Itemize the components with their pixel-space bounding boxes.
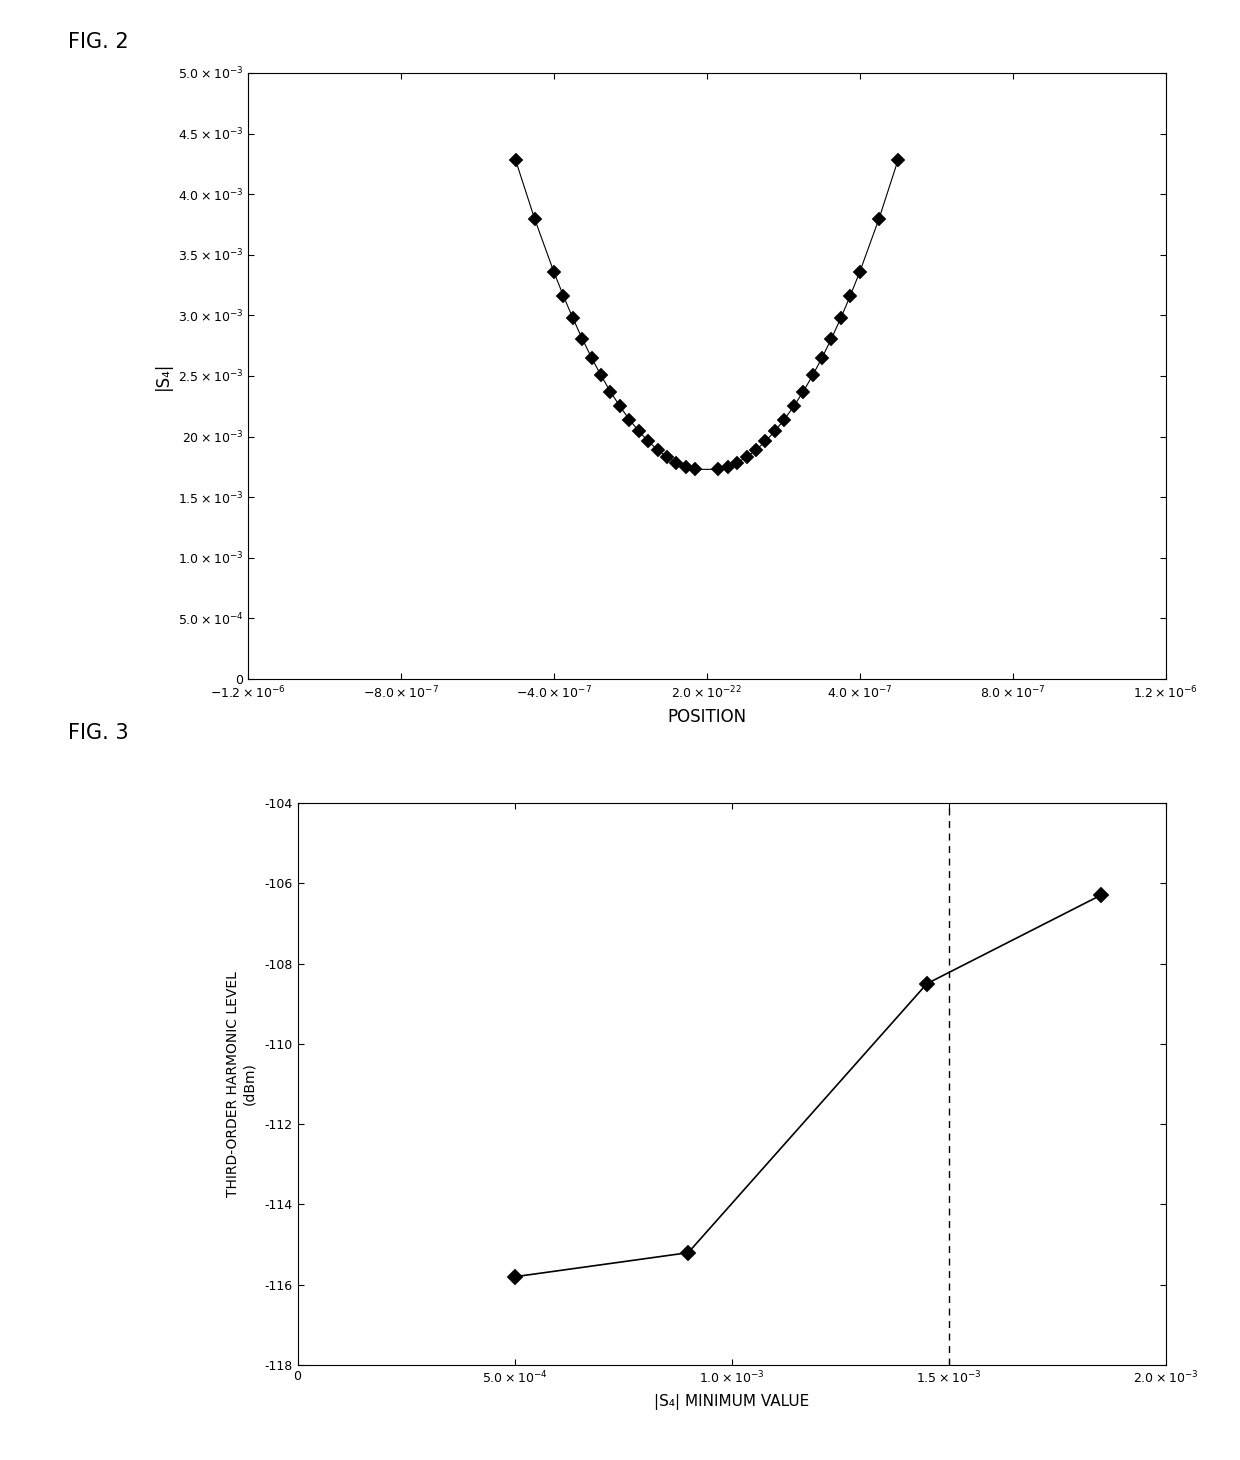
Y-axis label: |S₄|: |S₄| [154,362,172,390]
Text: FIG. 3: FIG. 3 [68,723,129,743]
Y-axis label: THIRD-ORDER HARMONIC LEVEL
(dBm): THIRD-ORDER HARMONIC LEVEL (dBm) [226,971,255,1197]
X-axis label: POSITION: POSITION [667,708,746,726]
Text: FIG. 2: FIG. 2 [68,32,129,53]
X-axis label: |S₄| MINIMUM VALUE: |S₄| MINIMUM VALUE [653,1393,810,1409]
